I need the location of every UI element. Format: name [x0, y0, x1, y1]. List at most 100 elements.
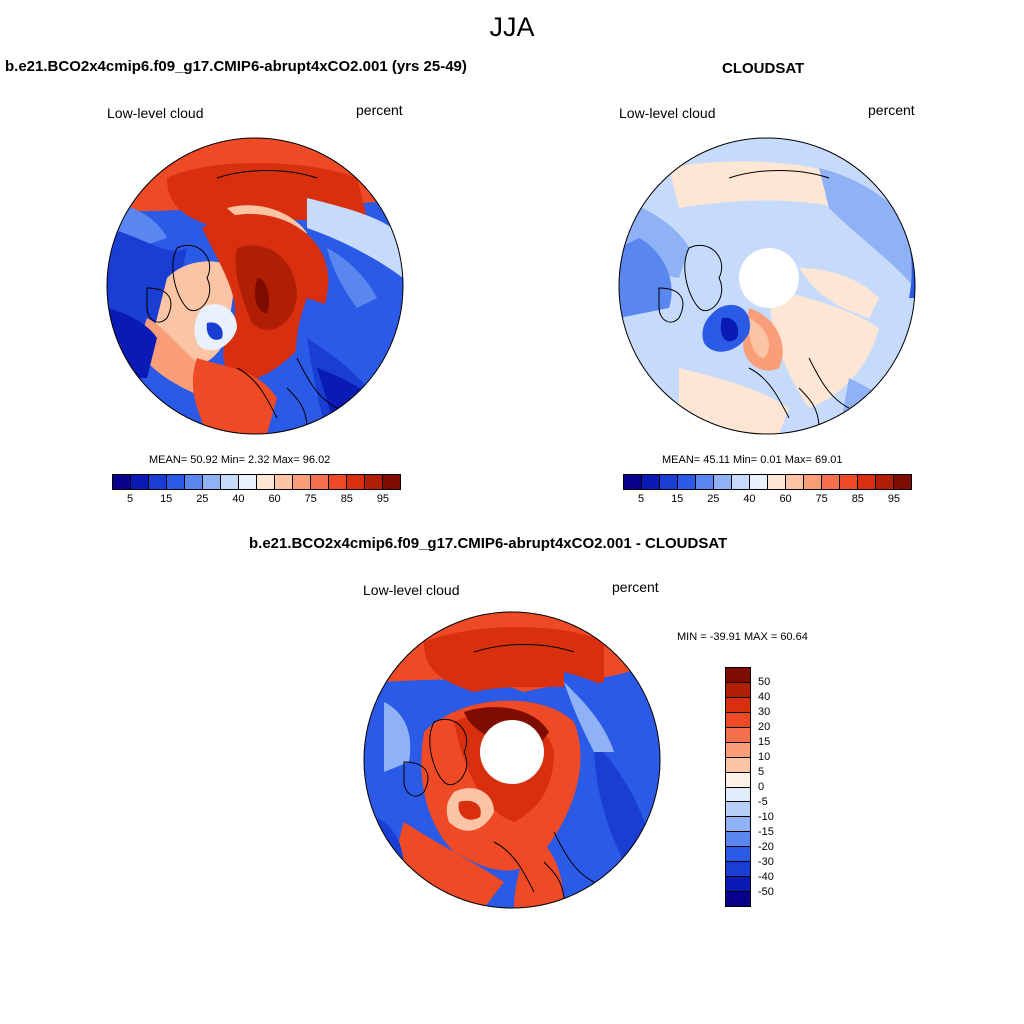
model-stats: MEAN= 50.92 Min= 2.32 Max= 96.02 [149, 454, 331, 466]
model-colorbar-tick-label: 25 [196, 493, 209, 505]
obs-colorbar-swatch [804, 475, 822, 489]
model-colorbar-tick-label: 40 [232, 493, 245, 505]
diff-colorbar-tick-label: 50 [758, 676, 771, 688]
obs-panel-title: CLOUDSAT [722, 60, 805, 77]
model-colorbar-tick-label: 60 [268, 493, 281, 505]
model-colorbar-swatch [131, 475, 149, 489]
model-colorbar-swatch [257, 475, 275, 489]
model-colorbar-tick-label: 5 [127, 493, 134, 505]
diff-colorbar-swatch [726, 697, 750, 713]
diff-colorbar-tick-label: 20 [758, 721, 771, 733]
diff-colorbar-tick-label: 5 [758, 766, 765, 778]
diff-colorbar-ticks: 50 40 30 20 15 10 5 0 -5 -10 -15 -20 -30 -40 -50 [758, 667, 798, 907]
obs-colorbar-tick-label: 15 [671, 493, 684, 505]
model-panel-title: b.e21.BCO2x4cmip6.f09_g17.CMIP6-abrupt4x… [5, 58, 467, 75]
obs-colorbar-swatch [624, 475, 642, 489]
obs-colorbar-tick-label: 85 [851, 493, 864, 505]
model-colorbar-swatch [185, 475, 203, 489]
diff-colorbar-tick-label: -20 [758, 841, 774, 853]
diff-colorbar-swatch [726, 742, 750, 758]
model-colorbar-swatch [383, 475, 400, 489]
diff-colorbar-swatch [726, 757, 750, 773]
obs-units-label: percent [868, 102, 915, 118]
diff-colorbar-tick-label: 15 [758, 736, 771, 748]
model-units-label: percent [356, 102, 403, 118]
obs-colorbar-tick-label: 75 [815, 493, 828, 505]
diff-colorbar-swatch [726, 682, 750, 698]
diff-colorbar-swatch [726, 802, 750, 818]
diff-colorbar-swatch [726, 877, 750, 893]
obs-colorbar-swatch [660, 475, 678, 489]
obs-colorbar-ticks: 5 15 25 40 60 75 85 95 [623, 493, 912, 509]
diff-colorbar-tick-label: 40 [758, 691, 771, 703]
diff-colorbar-swatch [726, 772, 750, 788]
diff-units-label: percent [612, 579, 659, 595]
model-colorbar-swatch [167, 475, 185, 489]
obs-colorbar-swatch [750, 475, 768, 489]
obs-colorbar-swatch [642, 475, 660, 489]
model-colorbar-tick-label: 85 [340, 493, 353, 505]
obs-colorbar-swatch [696, 475, 714, 489]
diff-colorbar-swatch [726, 727, 750, 743]
obs-colorbar-swatch [876, 475, 894, 489]
model-colorbar-swatch [239, 475, 257, 489]
model-colorbar [112, 474, 401, 490]
diff-colorbar-swatch [726, 712, 750, 728]
obs-colorbar-swatch [840, 475, 858, 489]
diff-panel-title: b.e21.BCO2x4cmip6.f09_g17.CMIP6-abrupt4x… [249, 535, 728, 552]
obs-stats: MEAN= 45.11 Min= 0.01 Max= 69.01 [662, 454, 843, 466]
obs-colorbar-swatch [858, 475, 876, 489]
model-polar-map [106, 137, 404, 435]
model-colorbar-swatch [365, 475, 383, 489]
model-colorbar-swatch [275, 475, 293, 489]
diff-colorbar-tick-label: -50 [758, 886, 774, 898]
model-colorbar-swatch [347, 475, 365, 489]
diff-colorbar-swatch [726, 862, 750, 878]
obs-colorbar-swatch [786, 475, 804, 489]
diff-colorbar-swatch [726, 817, 750, 833]
model-colorbar-swatch [203, 475, 221, 489]
diff-stats: MIN = -39.91 MAX = 60.64 [677, 631, 808, 643]
obs-colorbar-tick-label: 60 [779, 493, 792, 505]
model-colorbar-ticks: 5 15 25 40 60 75 85 95 [112, 493, 401, 509]
model-colorbar-swatch [311, 475, 329, 489]
model-colorbar-tick-label: 15 [160, 493, 173, 505]
model-colorbar-tick-label: 95 [376, 493, 390, 505]
diff-colorbar-tick-label: 10 [758, 751, 771, 763]
obs-colorbar-swatch [822, 475, 840, 489]
obs-colorbar-swatch [768, 475, 786, 489]
diff-colorbar-swatch [726, 832, 750, 848]
model-colorbar-swatch [149, 475, 167, 489]
model-variable-label: Low-level cloud [107, 105, 204, 121]
obs-colorbar-swatch [714, 475, 732, 489]
obs-colorbar-swatch [732, 475, 750, 489]
diff-polar-map [363, 611, 661, 909]
obs-colorbar-swatch [678, 475, 696, 489]
obs-variable-label: Low-level cloud [619, 105, 716, 121]
diff-colorbar-tick-label: -10 [758, 811, 774, 823]
obs-colorbar-tick-label: 95 [887, 493, 901, 505]
obs-colorbar-tick-label: 5 [638, 493, 645, 505]
diff-colorbar-tick-label: -40 [758, 871, 774, 883]
obs-colorbar-tick-label: 25 [707, 493, 720, 505]
diff-colorbar-swatch [726, 892, 750, 906]
obs-colorbar [623, 474, 912, 490]
diff-colorbar-tick-label: -30 [758, 856, 774, 868]
model-colorbar-swatch [113, 475, 131, 489]
figure-title: JJA [489, 12, 535, 42]
obs-colorbar-swatch [894, 475, 911, 489]
diff-colorbar-tick-label: -15 [758, 826, 774, 838]
obs-colorbar-tick-label: 40 [743, 493, 756, 505]
obs-polar-map [618, 137, 916, 435]
diff-variable-label: Low-level cloud [363, 582, 460, 598]
model-colorbar-swatch [329, 475, 347, 489]
model-colorbar-swatch [293, 475, 311, 489]
diff-colorbar-tick-label: 0 [758, 781, 765, 793]
diff-colorbar-swatch [726, 787, 750, 803]
diff-colorbar-swatch [726, 668, 750, 683]
diff-colorbar-tick-label: 30 [758, 706, 771, 718]
diff-colorbar-tick-label: -5 [758, 796, 768, 808]
diff-colorbar-swatch [726, 847, 750, 863]
diff-colorbar [725, 667, 751, 907]
model-colorbar-swatch [221, 475, 239, 489]
